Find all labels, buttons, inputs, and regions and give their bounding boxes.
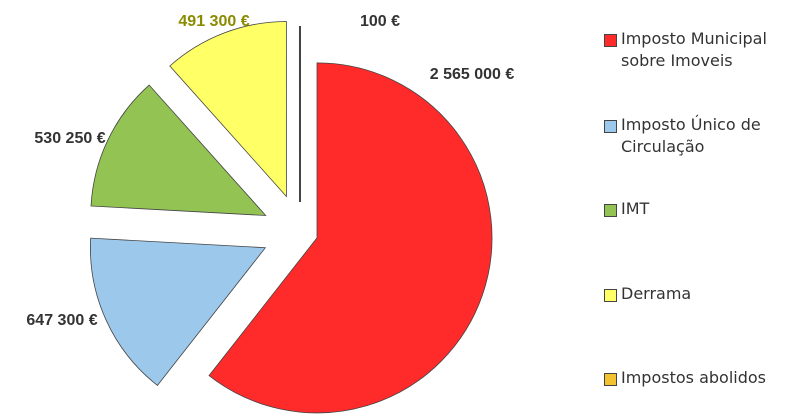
legend-label: Derrama	[621, 284, 692, 303]
legend-item: Imposto Municipal sobre Imoveis	[604, 28, 804, 72]
pie-slice	[90, 84, 267, 216]
legend-item: Derrama	[604, 283, 804, 305]
legend-swatch	[604, 373, 617, 386]
legend-label: Imposto Único de Circulação	[621, 115, 761, 156]
legend-swatch	[604, 289, 617, 302]
legend-label: Imposto Municipal sobre Imoveis	[621, 29, 767, 70]
data-label: 100 €	[360, 13, 400, 30]
legend-swatch	[604, 34, 617, 47]
legend-item: Impostos abolidos	[604, 367, 804, 389]
chart: 2 565 000 € 647 300 € 530 250 € 491 300 € 10…	[26, 13, 515, 414]
data-label: 530 250 €	[34, 130, 105, 147]
data-label: 2 565 000 €	[430, 66, 515, 83]
pie-slice	[169, 21, 287, 198]
data-label: 647 300 €	[26, 312, 97, 329]
legend-label: IMT	[621, 199, 650, 218]
legend-item: IMT	[604, 198, 804, 220]
legend-swatch	[604, 204, 617, 217]
legend-item: Imposto Único de Circulação	[604, 114, 804, 158]
pie-slice	[208, 62, 493, 414]
data-label: 491 300 €	[178, 13, 249, 30]
legend-label: Impostos abolidos	[621, 368, 766, 387]
pie-slice	[89, 237, 267, 386]
legend-swatch	[604, 120, 617, 133]
